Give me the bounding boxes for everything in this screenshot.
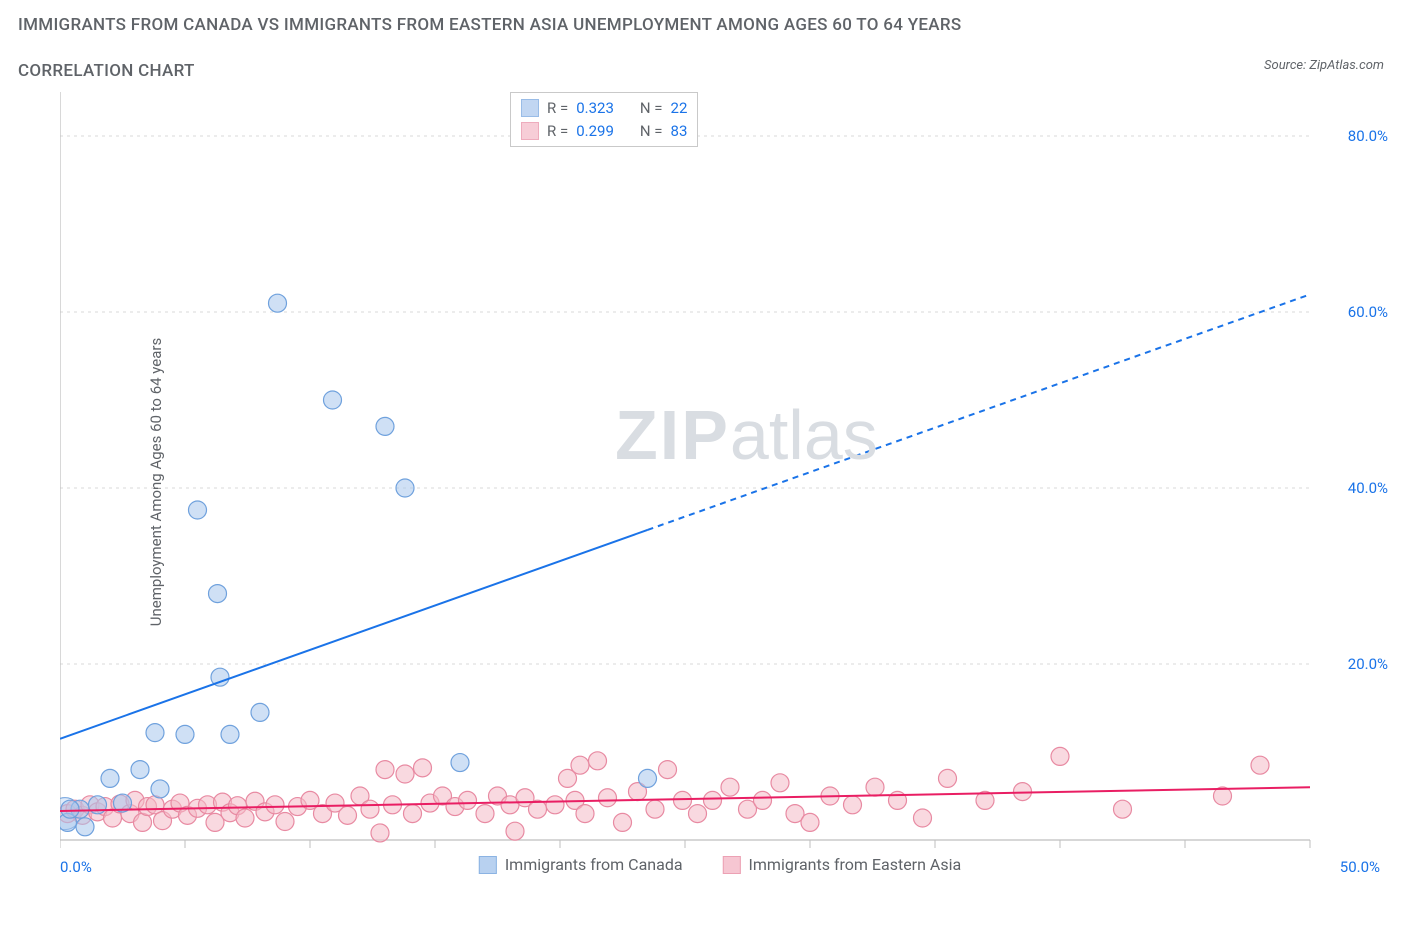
source-attribution: Source: ZipAtlas.com bbox=[1264, 58, 1384, 73]
y-tick-label: 60.0% bbox=[1348, 303, 1388, 321]
correlation-legend: R = 0.323 N = 22 R = 0.299 N = 83 bbox=[510, 92, 698, 147]
series-legend-item: Immigrants from Eastern Asia bbox=[723, 855, 962, 874]
scatter-plot: Unemployment Among Ages 60 to 64 years Z… bbox=[60, 92, 1380, 872]
y-tick-label: 20.0% bbox=[1348, 655, 1388, 673]
chart-title-line1: IMMIGRANTS FROM CANADA VS IMMIGRANTS FRO… bbox=[18, 14, 961, 38]
legend-row: R = 0.299 N = 83 bbox=[521, 120, 687, 143]
y-tick-label: 80.0% bbox=[1348, 127, 1388, 145]
chart-canvas bbox=[60, 92, 1380, 872]
series-legend: Immigrants from Canada Immigrants from Ea… bbox=[479, 855, 961, 874]
x-axis-max-label: 50.0% bbox=[1340, 858, 1380, 876]
x-axis-min-label: 0.0% bbox=[60, 858, 92, 876]
y-tick-label: 40.0% bbox=[1348, 479, 1388, 497]
series-legend-item: Immigrants from Canada bbox=[479, 855, 683, 874]
chart-title-line2: CORRELATION CHART bbox=[18, 60, 961, 84]
legend-row: R = 0.323 N = 22 bbox=[521, 97, 687, 120]
